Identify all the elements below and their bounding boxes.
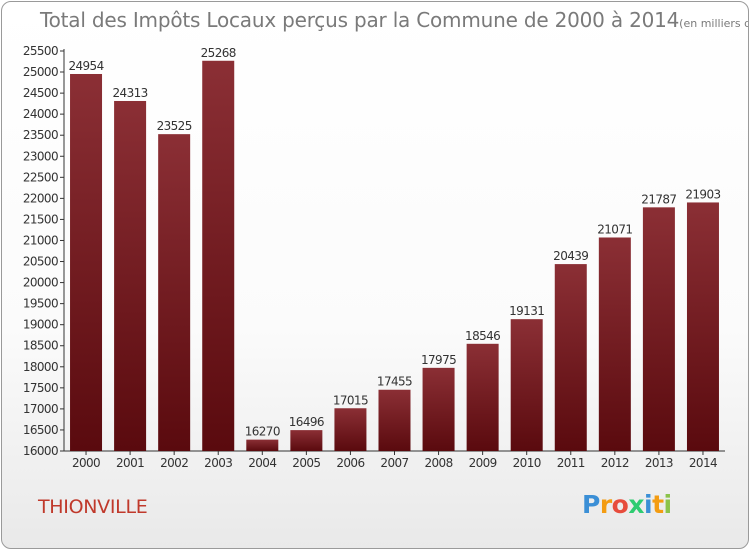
bar-2008 [422,367,455,451]
x-tick-label: 2014 [689,456,717,470]
bar-2009 [466,343,499,451]
logo-letter: i [663,490,673,519]
x-tick-label: 2009 [469,456,497,470]
y-tick-label: 23500 [23,128,58,142]
y-tick-label: 18500 [23,339,58,353]
logo-letter: t [652,490,664,519]
x-tick-label: 2006 [336,456,364,470]
y-tick-label: 25500 [23,44,58,58]
y-tick-label: 20500 [23,255,58,269]
y-tick-label: 22000 [23,191,58,205]
bar-value-label: 17455 [377,375,412,389]
bar-2004 [246,439,279,451]
y-tick-label: 19000 [23,318,58,332]
bar-value-label: 20439 [553,249,588,263]
y-tick-label: 23000 [23,149,58,163]
bar-2012 [598,237,631,451]
y-tick-label: 22500 [23,170,58,184]
x-tick-label: 2008 [424,456,452,470]
bar-value-label: 24954 [68,59,103,73]
bar-2003 [202,60,235,451]
bar-2001 [114,100,147,452]
y-tick-label: 24000 [23,107,58,121]
x-tick-label: 2012 [601,456,629,470]
bar-value-label: 17015 [333,393,368,407]
y-tick-label: 16000 [23,444,58,458]
bar-2011 [554,264,587,451]
bar-value-label: 25268 [201,46,236,60]
y-tick-label: 21500 [23,212,58,226]
chart-title: Total des Impôts Locaux perçus par la Co… [40,8,748,32]
bar-2005 [290,430,323,451]
logo-letter: x [628,490,644,519]
y-tick-label: 24500 [23,86,58,100]
x-tick-label: 2000 [72,456,100,470]
bar-value-label: 24313 [113,86,148,100]
y-tick-label: 16500 [23,423,58,437]
chart-unit-note: (en milliers d'€) [679,17,748,30]
y-tick-label: 18000 [23,360,58,374]
x-tick-label: 2013 [645,456,673,470]
y-tick-label: 17000 [23,402,58,416]
bar-2010 [510,319,543,451]
x-tick-label: 2005 [292,456,320,470]
x-tick-label: 2002 [160,456,188,470]
bar-2002 [158,134,191,451]
x-tick-label: 2007 [380,456,408,470]
logo-letter: i [644,490,653,519]
proxiti-logo: Proxiti [582,490,672,519]
bar-value-label: 23525 [157,119,192,133]
bar-2014 [686,202,719,451]
logo-letter: r [599,490,612,519]
bar-value-label: 19131 [509,304,544,318]
logo-letter: P [582,490,600,519]
y-tick-label: 19500 [23,297,58,311]
x-tick-label: 2010 [513,456,541,470]
x-tick-label: 2001 [116,456,144,470]
bar-value-label: 21903 [685,187,720,201]
x-tick-label: 2003 [204,456,232,470]
bar-2013 [642,207,675,451]
y-tick-label: 21000 [23,233,58,247]
logo-letter: o [611,490,629,519]
bar-value-label: 17975 [421,353,456,367]
x-tick-label: 2004 [248,456,276,470]
y-tick-label: 25000 [23,65,58,79]
bar-value-label: 21071 [597,222,632,236]
bar-value-label: 16496 [289,415,324,429]
bar-value-label: 16270 [245,425,280,439]
y-tick-label: 20000 [23,276,58,290]
bar-2006 [334,408,367,451]
bar-2007 [378,389,411,451]
bar-value-label: 21787 [641,192,676,206]
bar-value-label: 18546 [465,329,500,343]
x-tick-label: 2011 [557,456,585,470]
y-tick-label: 17500 [23,381,58,395]
chart-title-main: Total des Impôts Locaux perçus par la Co… [40,8,680,32]
bar-2000 [70,73,103,451]
commune-name: THIONVILLE [38,496,148,518]
